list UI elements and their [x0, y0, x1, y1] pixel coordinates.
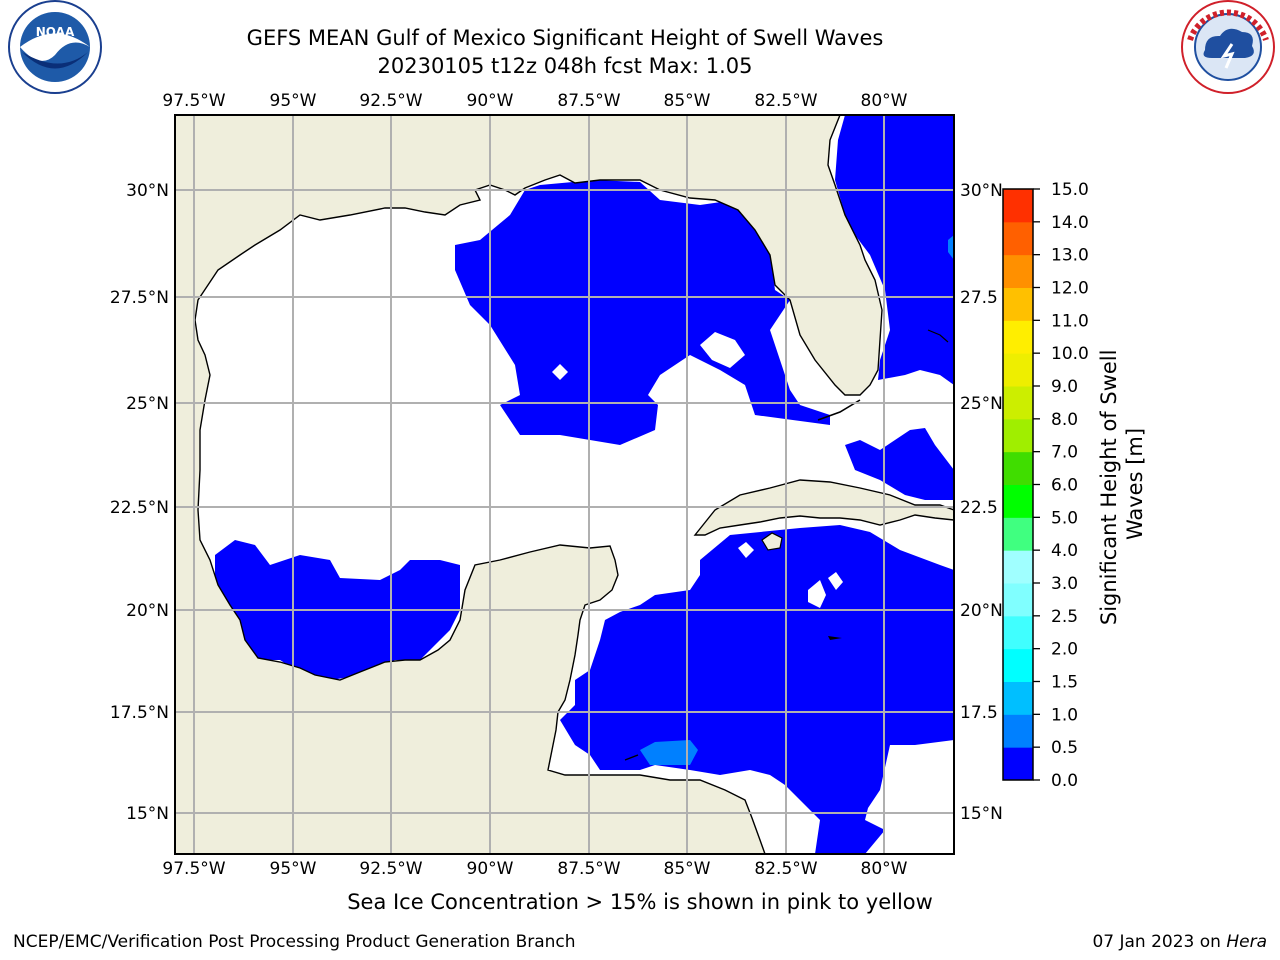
date-text: 07 Jan 2023 on: [1092, 932, 1221, 952]
lon-label: 90°W: [467, 859, 514, 879]
colorbar-tick-label: 3.0: [1051, 574, 1078, 594]
lat-label: 17.5: [960, 703, 998, 723]
machine-name: Hera: [1226, 932, 1267, 952]
colorbar-tick-label: 5.0: [1051, 508, 1078, 528]
map-area: [175, 115, 954, 854]
lat-label: 30°N: [960, 181, 1003, 201]
lon-labels-top: 97.5°W 95°W 92.5°W 90°W 87.5°W 85°W 82.5…: [162, 91, 907, 111]
colorbar-band: [1003, 681, 1033, 715]
colorbar-tick-label: 8.0: [1051, 410, 1078, 430]
colorbar-band: [1003, 386, 1033, 420]
noaa-logo-text: NOAA: [36, 25, 75, 39]
colorbar-band: [1003, 615, 1033, 650]
colorbar-label: Significant Height of Swell Waves [m]: [1097, 343, 1147, 625]
colorbar-band: [1003, 189, 1033, 223]
lat-label: 15°N: [126, 804, 169, 824]
lat-label: 25°N: [960, 394, 1003, 414]
lat-label: 25°N: [126, 394, 169, 414]
lat-labels-right: 30°N 27.5 25°N 22.5 20°N 17.5 15°N: [960, 181, 1003, 824]
colorbar-band: [1003, 648, 1033, 682]
lat-label: 30°N: [126, 181, 169, 201]
colorbar-tick-label: 2.5: [1051, 607, 1078, 627]
colorbar-band: [1003, 254, 1033, 288]
colorbar-band: [1003, 451, 1033, 485]
colorbar-band: [1003, 714, 1033, 748]
lat-label: 27.5°N: [110, 288, 169, 308]
colorbar: 0.0 0.5 1.0 1.5 2.0 2.5 3.0 4.0 5.0 6.0 7.0 8.0 9.0 1…: [1002, 180, 1147, 791]
colorbar-tick-label: 0.5: [1051, 738, 1078, 758]
nws-logo: [1181, 0, 1275, 94]
colorbar-tick-label: 13.0: [1051, 246, 1089, 266]
map-gridlines: [175, 115, 954, 854]
lon-label: 85°W: [664, 91, 711, 111]
lon-label: 95°W: [270, 859, 317, 879]
land-swan-islands: [624, 754, 639, 761]
lon-label: 80°W: [861, 91, 908, 111]
lat-label: 22.5°N: [110, 498, 169, 518]
colorbar-tick-label: 6.0: [1051, 476, 1078, 496]
colorbar-tick-label: 7.0: [1051, 443, 1078, 463]
land-bahamas: [927, 329, 949, 343]
colorbar-tick-label: 2.0: [1051, 640, 1078, 660]
lon-label: 80°W: [861, 859, 908, 879]
lat-label: 20°N: [960, 601, 1003, 621]
colorbar-tick-label: 0.0: [1051, 771, 1078, 791]
colorbar-bands: [1003, 189, 1033, 781]
colorbar-tick-label: 14.0: [1051, 213, 1089, 233]
colorbar-label-line2: Waves [m]: [1123, 428, 1147, 540]
colorbar-ticks: 0.0 0.5 1.0 1.5 2.0 2.5 3.0 4.0 5.0 6.0 7.0 8.0 9.0 1…: [1033, 180, 1089, 791]
sea-ice-note: Sea Ice Concentration > 15% is shown in …: [347, 890, 933, 914]
lon-label: 97.5°W: [162, 859, 225, 879]
colorbar-band: [1003, 484, 1033, 518]
swell-blank-patches: [552, 332, 843, 608]
colorbar-tick-label: 4.0: [1051, 541, 1078, 561]
colorbar-band: [1003, 287, 1033, 321]
lon-label: 82.5°W: [754, 91, 817, 111]
lat-label: 20°N: [126, 601, 169, 621]
producer-credit: NCEP/EMC/Verification Post Processing Pr…: [13, 932, 576, 952]
map-frame: [174, 114, 955, 855]
lon-label: 82.5°W: [754, 859, 817, 879]
noaa-logo: NOAA: [8, 0, 102, 94]
colorbar-band: [1003, 353, 1033, 387]
colorbar-tick-label: 11.0: [1051, 311, 1089, 331]
land-isla-juventud: [761, 532, 783, 551]
colorbar-band: [1003, 583, 1033, 617]
lon-label: 95°W: [270, 91, 317, 111]
generation-date: 07 Jan 2023 on Hera: [1092, 932, 1267, 952]
lon-labels-bottom: 97.5°W 95°W 92.5°W 90°W 87.5°W 85°W 82.5…: [162, 859, 907, 879]
colorbar-band: [1003, 747, 1033, 781]
colorbar-tick-label: 1.5: [1051, 673, 1078, 693]
lat-labels-left: 30°N 27.5°N 25°N 22.5°N 20°N 17.5°N 15°N: [110, 181, 169, 824]
lon-label: 87.5°W: [557, 91, 620, 111]
chart-subtitle: 20230105 t12z 048h fcst Max: 1.05: [377, 54, 753, 78]
colorbar-band: [1003, 418, 1033, 453]
lat-label: 17.5°N: [110, 703, 169, 723]
colorbar-tick-label: 12.0: [1051, 279, 1089, 299]
lon-label: 85°W: [664, 859, 711, 879]
colorbar-tick-label: 10.0: [1051, 344, 1089, 364]
colorbar-band: [1003, 517, 1033, 551]
colorbar-label-line1: Significant Height of Swell: [1097, 350, 1121, 626]
colorbar-band: [1003, 550, 1033, 584]
colorbar-tick-label: 9.0: [1051, 377, 1078, 397]
colorbar-tick-label: 15.0: [1051, 180, 1089, 200]
land-cayman: [828, 636, 842, 640]
lat-label: 15°N: [960, 804, 1003, 824]
swell-fill-0-0.5: [215, 115, 954, 854]
lon-label: 92.5°W: [359, 91, 422, 111]
lon-label: 97.5°W: [162, 91, 225, 111]
lon-label: 90°W: [467, 91, 514, 111]
lon-label: 92.5°W: [359, 859, 422, 879]
colorbar-tick-label: 1.0: [1051, 705, 1078, 725]
colorbar-band: [1003, 221, 1033, 256]
lat-label: 27.5: [960, 288, 998, 308]
chart-title: GEFS MEAN Gulf of Mexico Significant Hei…: [246, 26, 884, 50]
lon-label: 87.5°W: [557, 859, 620, 879]
lat-label: 22.5: [960, 498, 998, 518]
colorbar-band: [1003, 320, 1033, 354]
